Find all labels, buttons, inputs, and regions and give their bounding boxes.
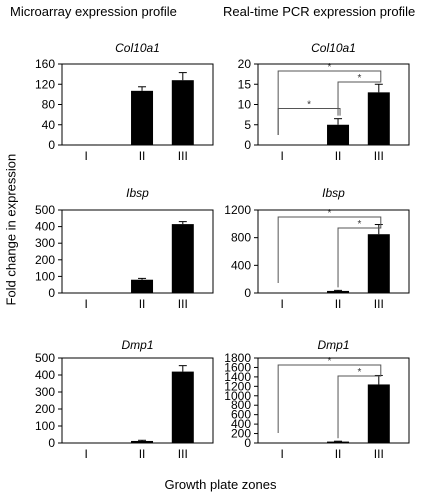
chart2-bar: [367, 92, 390, 145]
chart3-bar: [131, 279, 154, 293]
chart6-significance-bracket: [337, 372, 382, 439]
chart3-y-tick-label: 400: [35, 220, 55, 234]
chart6-bar: [327, 441, 350, 443]
chart1-bar: [75, 144, 98, 145]
chart4-significance-bracket: [277, 216, 382, 283]
chart1-title: Col10a1: [115, 41, 160, 55]
chart1-y-tick-label: 160: [35, 57, 55, 71]
chart1-y-tick-label: 80: [42, 98, 56, 112]
chart6-y-tick-label: 1000: [224, 389, 251, 403]
chart2-significance-bracket: [277, 70, 382, 135]
chart2-x-tick-label: III: [374, 149, 384, 163]
chart6-y-tick-label: 1600: [224, 360, 251, 374]
chart3-y-tick-label: 100: [35, 269, 55, 283]
chart4-y-tick-label: 1200: [224, 203, 251, 217]
chart6-y-tick-label: 200: [231, 427, 251, 441]
chart3-title: Ibsp: [126, 186, 149, 200]
chart4-x-tick-label: II: [335, 297, 342, 311]
chart2-bar: [327, 124, 350, 145]
chart4-significance-star: *: [328, 208, 332, 219]
left-column-header: Microarray expression profile: [10, 4, 177, 19]
chart5-y-tick-label: 0: [48, 436, 55, 450]
chart2-significance-star: *: [357, 73, 361, 84]
chart5-y-tick-label: 500: [35, 351, 55, 365]
chart5-y-tick-label: 100: [35, 419, 55, 433]
chart6-x-tick-label: I: [280, 447, 283, 461]
chart4-x-tick-label: I: [280, 297, 283, 311]
chart3-y-tick-label: 300: [35, 236, 55, 250]
chart4-bar: [367, 234, 390, 293]
chart3-y-tick-label: 200: [35, 253, 55, 267]
chart1-x-tick-label: III: [178, 149, 188, 163]
chart2-significance-star: *: [328, 62, 332, 73]
chart4-significance-bracket: [337, 221, 382, 288]
chart2-significance-bracket: [277, 108, 341, 135]
chart3-y-tick-label: 500: [35, 203, 55, 217]
chart1-y-tick-label: 40: [42, 118, 56, 132]
chart5-y-tick-label: 400: [35, 368, 55, 382]
chart4-bar: [327, 290, 350, 293]
chart4-y-tick-label: 400: [231, 258, 251, 272]
chart5-title: Dmp1: [121, 338, 153, 352]
chart6-y-tick-label: 600: [231, 408, 251, 422]
chart3-bar: [171, 224, 194, 293]
chart6-y-tick-label: 0: [244, 436, 251, 450]
chart6-x-tick-label: II: [335, 447, 342, 461]
chart1-bar: [131, 90, 154, 145]
chart5-x-tick-label: I: [84, 447, 87, 461]
chart4-y-tick-label: 0: [244, 286, 251, 300]
chart2-x-tick-label: I: [280, 149, 283, 163]
chart2-y-tick-label: 5: [244, 118, 251, 132]
chart6-significance-star: *: [328, 356, 332, 367]
chart5-bar: [131, 440, 154, 443]
chart5-x-tick-label: II: [139, 447, 146, 461]
chart3-x-tick-label: III: [178, 297, 188, 311]
chart2-y-tick-label: 20: [238, 57, 252, 71]
chart3-x-tick-label: II: [139, 297, 146, 311]
chart4-y-tick-label: 800: [231, 231, 251, 245]
chart5-x-tick-label: III: [178, 447, 188, 461]
chart1-x-tick-label: I: [84, 149, 87, 163]
chart2-significance-bracket: [337, 81, 382, 116]
chart2-significance-star: *: [307, 100, 311, 111]
chart6-significance-star: *: [357, 367, 361, 378]
chart3-x-tick-label: I: [84, 297, 87, 311]
chart3-y-tick-label: 0: [48, 286, 55, 300]
chart2-y-tick-label: 15: [238, 77, 252, 91]
chart2-y-tick-label: 0: [244, 138, 251, 152]
x-axis-label: Growth plate zones: [164, 477, 277, 492]
chart1-x-tick-label: II: [139, 149, 146, 163]
chart6-bar: [367, 384, 390, 443]
chart6-x-tick-label: III: [374, 447, 384, 461]
chart6-y-tick-label: 1200: [224, 379, 251, 393]
chart6-y-tick-label: 400: [231, 417, 251, 431]
chart2-x-tick-label: II: [335, 149, 342, 163]
chart5-bar: [171, 371, 194, 443]
chart4-significance-star: *: [357, 219, 361, 230]
chart2-title: Col10a1: [311, 41, 356, 55]
chart5-y-tick-label: 200: [35, 402, 55, 416]
chart1-y-tick-label: 120: [35, 77, 55, 91]
right-column-header: Real-time PCR expression profile: [223, 4, 416, 19]
chart6-significance-bracket: [277, 364, 382, 433]
chart1-bar: [171, 80, 194, 145]
chart5-y-tick-label: 300: [35, 385, 55, 399]
chart6-y-tick-label: 1800: [224, 351, 251, 365]
chart4-title: Ibsp: [322, 186, 345, 200]
chart1-y-tick-label: 0: [48, 138, 55, 152]
chart6-title: Dmp1: [317, 338, 349, 352]
chart6-y-tick-label: 1400: [224, 370, 251, 384]
chart4-x-tick-label: III: [374, 297, 384, 311]
chart6-y-tick-label: 800: [231, 398, 251, 412]
chart2-y-tick-label: 10: [238, 98, 252, 112]
